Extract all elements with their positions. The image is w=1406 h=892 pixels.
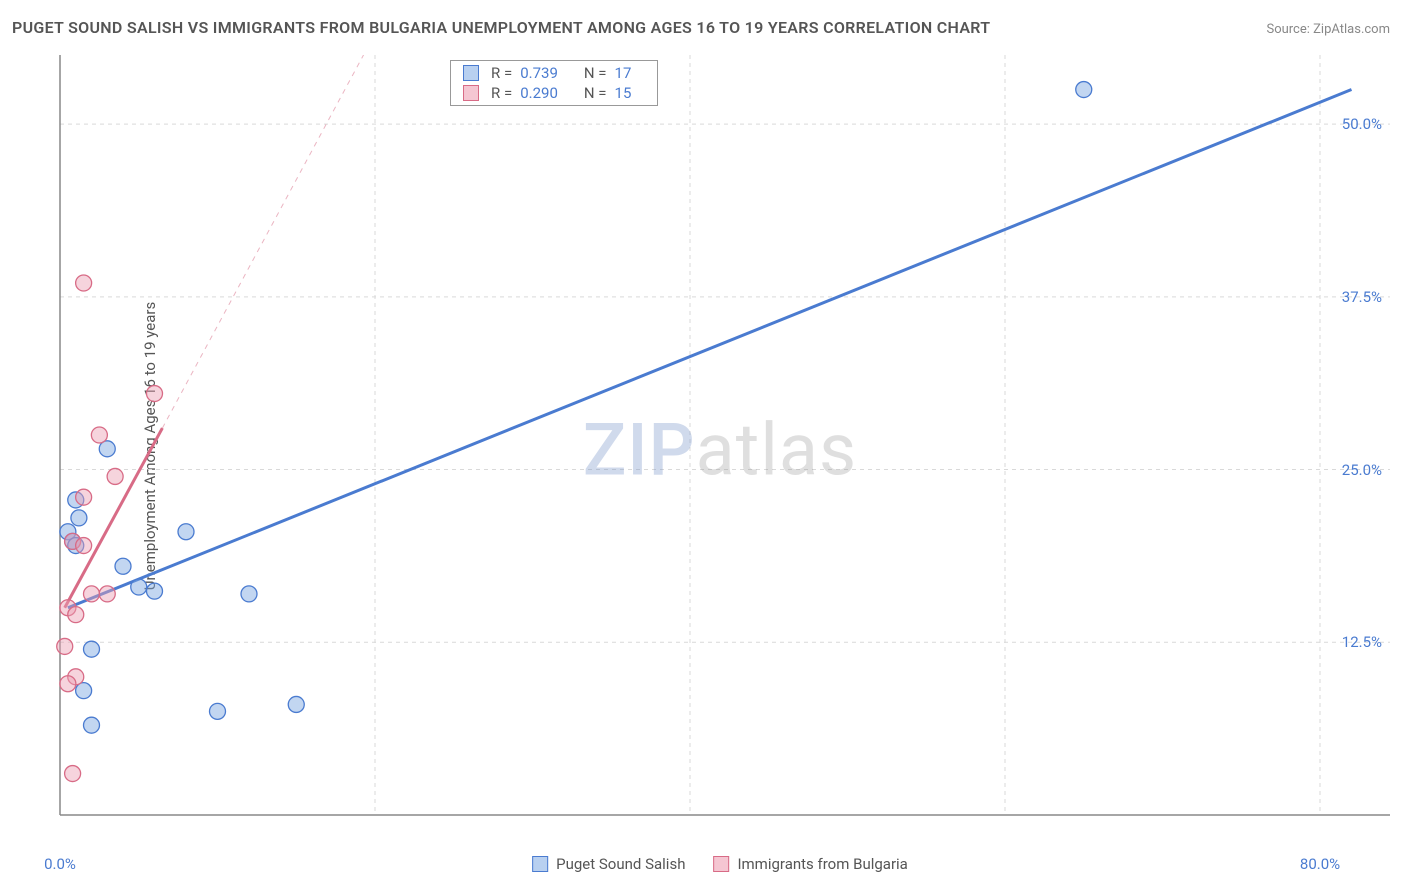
correlation-legend-row: R = 0.290 N = 15 — [451, 83, 657, 103]
y-tick-label: 37.5% — [1342, 288, 1382, 306]
scatter-chart-svg — [50, 55, 1390, 845]
y-tick-label: 12.5% — [1342, 633, 1382, 651]
chart-title: PUGET SOUND SALISH VS IMMIGRANTS FROM BU… — [12, 18, 990, 37]
legend-swatch — [463, 85, 479, 101]
legend-swatch — [532, 856, 548, 872]
series-legend: Puget Sound Salish Immigrants from Bulgar… — [532, 855, 908, 873]
r-value: 0.290 — [520, 84, 558, 102]
r-label: R = — [491, 64, 512, 82]
r-label: R = — [491, 84, 512, 102]
y-tick-label: 25.0% — [1342, 461, 1382, 479]
n-label: N = — [584, 64, 607, 82]
x-tick-label: 80.0% — [1300, 855, 1340, 873]
n-value: 17 — [615, 64, 632, 82]
correlation-legend-row: R = 0.739 N = 17 — [451, 63, 657, 83]
x-tick-label: 0.0% — [44, 855, 76, 873]
plot-area: ZIPatlas R =0.739N =17R =0.290N =15 Puge… — [50, 55, 1390, 845]
r-value: 0.739 — [520, 64, 558, 82]
legend-swatch — [713, 856, 729, 872]
n-label: N = — [584, 84, 607, 102]
correlation-legend: R = 0.739 N = 17 R = 0.290 N = 15 — [450, 60, 658, 106]
legend-swatch — [463, 65, 479, 81]
y-tick-label: 50.0% — [1342, 115, 1382, 133]
series-legend-label: Puget Sound Salish — [556, 855, 685, 873]
series-legend-label: Immigrants from Bulgaria — [737, 855, 907, 873]
n-value: 15 — [615, 84, 632, 102]
series-legend-item: Puget Sound Salish — [532, 855, 685, 873]
source-attribution: Source: ZipAtlas.com — [1266, 22, 1390, 37]
series-legend-item: Immigrants from Bulgaria — [713, 855, 907, 873]
